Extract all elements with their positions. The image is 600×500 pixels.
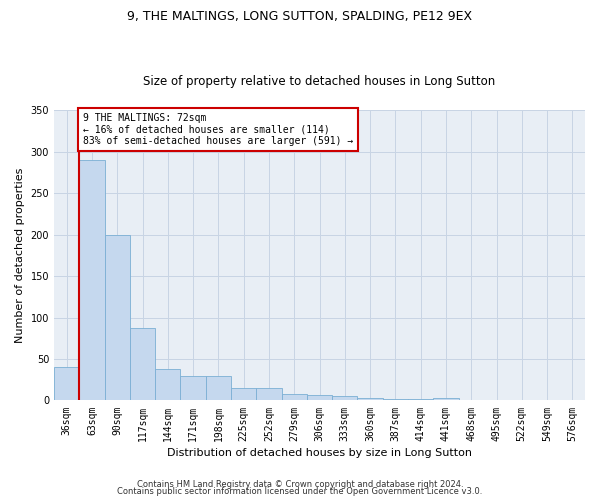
Bar	[256, 388, 281, 400]
Bar	[383, 399, 408, 400]
Title: Size of property relative to detached houses in Long Sutton: Size of property relative to detached ho…	[143, 76, 496, 88]
Text: 9 THE MALTINGS: 72sqm
← 16% of detached houses are smaller (114)
83% of semi-det: 9 THE MALTINGS: 72sqm ← 16% of detached …	[83, 113, 353, 146]
Bar	[408, 399, 433, 400]
Bar	[155, 369, 181, 400]
Text: Contains public sector information licensed under the Open Government Licence v3: Contains public sector information licen…	[118, 487, 482, 496]
Y-axis label: Number of detached properties: Number of detached properties	[15, 168, 25, 343]
Bar	[54, 368, 79, 400]
Bar	[281, 394, 307, 400]
X-axis label: Distribution of detached houses by size in Long Sutton: Distribution of detached houses by size …	[167, 448, 472, 458]
Text: 9, THE MALTINGS, LONG SUTTON, SPALDING, PE12 9EX: 9, THE MALTINGS, LONG SUTTON, SPALDING, …	[127, 10, 473, 23]
Bar	[332, 396, 358, 400]
Bar	[433, 398, 458, 400]
Bar	[104, 235, 130, 400]
Bar	[181, 376, 206, 400]
Text: Contains HM Land Registry data © Crown copyright and database right 2024.: Contains HM Land Registry data © Crown c…	[137, 480, 463, 489]
Bar	[231, 388, 256, 400]
Bar	[79, 160, 104, 400]
Bar	[206, 376, 231, 400]
Bar	[130, 328, 155, 400]
Bar	[358, 398, 383, 400]
Bar	[307, 396, 332, 400]
